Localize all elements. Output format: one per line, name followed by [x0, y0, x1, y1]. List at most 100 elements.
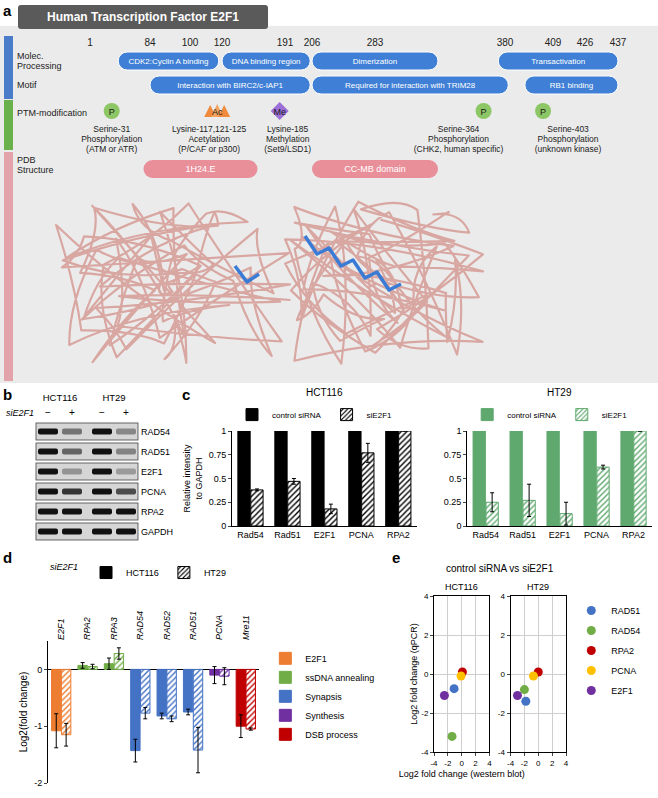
svg-text:426: 426 — [577, 37, 594, 48]
svg-text:0.5: 0.5 — [214, 474, 227, 484]
svg-text:191: 191 — [277, 37, 294, 48]
svg-text:PCNA: PCNA — [584, 530, 609, 540]
svg-text:HCT116: HCT116 — [43, 392, 78, 403]
svg-text:2: 2 — [424, 631, 429, 640]
svg-text:Human Transcription Factor E2F: Human Transcription Factor E2F1 — [47, 10, 239, 24]
svg-text:Mre11: Mre11 — [241, 615, 251, 640]
svg-text:siE2F1: siE2F1 — [367, 411, 392, 420]
svg-text:206: 206 — [304, 37, 321, 48]
svg-text:0.75: 0.75 — [444, 450, 462, 460]
svg-text:-2: -2 — [521, 759, 529, 768]
svg-text:RPA2: RPA2 — [622, 530, 645, 540]
svg-text:siE2F1: siE2F1 — [6, 408, 34, 418]
svg-text:PCNA: PCNA — [214, 615, 224, 640]
svg-text:RAD52: RAD52 — [162, 611, 172, 640]
svg-text:Rad51: Rad51 — [274, 530, 301, 540]
svg-text:RPA2: RPA2 — [387, 530, 410, 540]
svg-text:Rad54: Rad54 — [472, 530, 499, 540]
svg-text:(Set9/LSD1): (Set9/LSD1) — [264, 144, 311, 154]
svg-text:Ac: Ac — [212, 107, 223, 117]
svg-text:(unknown kinase): (unknown kinase) — [535, 144, 602, 154]
svg-text:Rad51: Rad51 — [509, 530, 536, 540]
svg-text:Serine-364: Serine-364 — [438, 124, 480, 134]
svg-text:RPA2: RPA2 — [611, 646, 634, 656]
svg-text:1H24.E: 1H24.E — [185, 164, 215, 174]
svg-text:E2F1: E2F1 — [141, 467, 163, 477]
svg-text:4: 4 — [487, 759, 492, 768]
svg-text:4: 4 — [564, 759, 569, 768]
svg-text:HT29: HT29 — [547, 387, 572, 398]
svg-text:Structure: Structure — [17, 165, 54, 175]
svg-text:CC-MB domain: CC-MB domain — [344, 164, 406, 174]
svg-text:Phosphorylation: Phosphorylation — [538, 134, 599, 144]
svg-text:380: 380 — [497, 37, 514, 48]
svg-text:409: 409 — [545, 37, 562, 48]
svg-text:−: − — [45, 407, 51, 418]
svg-text:Serine-403: Serine-403 — [547, 124, 589, 134]
svg-text:Interaction with BIRC2/c-IAP1: Interaction with BIRC2/c-IAP1 — [177, 81, 283, 90]
svg-text:control siRNA vs siE2F1: control siRNA vs siE2F1 — [446, 563, 554, 574]
svg-text:Phosphorylation: Phosphorylation — [428, 134, 489, 144]
svg-text:437: 437 — [610, 37, 627, 48]
svg-text:(P/CAF or p300): (P/CAF or p300) — [178, 144, 240, 154]
svg-text:Phosphorylation: Phosphorylation — [81, 134, 142, 144]
svg-text:HCT116: HCT116 — [126, 568, 159, 578]
svg-text:100: 100 — [182, 37, 199, 48]
svg-text:1: 1 — [87, 37, 93, 48]
svg-text:RPA2: RPA2 — [82, 617, 92, 640]
svg-text:control siRNA: control siRNA — [272, 411, 322, 420]
svg-text:-2: -2 — [421, 709, 429, 718]
svg-text:0.25: 0.25 — [444, 497, 462, 507]
svg-text:HT29: HT29 — [102, 392, 125, 403]
svg-text:E2F1: E2F1 — [56, 618, 66, 640]
svg-text:1: 1 — [221, 426, 226, 436]
svg-text:PCNA: PCNA — [349, 530, 374, 540]
svg-text:CDK2:Cyclin A binding: CDK2:Cyclin A binding — [128, 57, 208, 66]
svg-text:84: 84 — [144, 37, 156, 48]
svg-text:-4: -4 — [498, 748, 506, 757]
svg-text:Serine-31: Serine-31 — [93, 124, 130, 134]
svg-text:Processing: Processing — [17, 61, 62, 71]
svg-text:+: + — [123, 407, 129, 418]
svg-text:HT29: HT29 — [527, 582, 549, 592]
svg-text:RAD51: RAD51 — [188, 611, 198, 640]
svg-text:Dimerization: Dimerization — [353, 57, 397, 66]
svg-text:0: 0 — [221, 521, 226, 531]
svg-text:Me: Me — [273, 107, 286, 117]
svg-text:HCT116: HCT116 — [306, 387, 343, 398]
svg-text:siE2F1: siE2F1 — [50, 562, 78, 572]
svg-text:+: + — [69, 407, 75, 418]
svg-text:E2F1: E2F1 — [305, 654, 327, 664]
svg-text:RAD51: RAD51 — [141, 447, 170, 457]
svg-text:RAD51: RAD51 — [611, 606, 640, 616]
svg-text:HCT116: HCT116 — [445, 582, 478, 592]
svg-text:E2F1: E2F1 — [611, 686, 633, 696]
svg-text:-2: -2 — [34, 778, 42, 788]
svg-text:Relative intensityto GAPDH: Relative intensityto GAPDH — [182, 444, 204, 513]
svg-text:0: 0 — [459, 759, 464, 768]
svg-text:(ATM or ATR): (ATM or ATR) — [86, 144, 137, 154]
svg-text:GAPDH: GAPDH — [141, 527, 173, 537]
svg-text:0: 0 — [456, 521, 461, 531]
svg-text:-4: -4 — [430, 759, 438, 768]
svg-text:-4: -4 — [507, 759, 515, 768]
svg-text:RAD54: RAD54 — [141, 427, 170, 437]
svg-text:-1: -1 — [34, 721, 42, 731]
svg-text:E2F1: E2F1 — [549, 530, 571, 540]
svg-text:Synthesis: Synthesis — [305, 711, 345, 721]
svg-text:E2F1: E2F1 — [314, 530, 336, 540]
svg-text:P: P — [481, 107, 487, 117]
svg-text:Log2 fold change (western blot: Log2 fold change (western blot) — [399, 769, 525, 779]
svg-text:control siRNA: control siRNA — [507, 411, 557, 420]
svg-text:0: 0 — [37, 665, 42, 675]
svg-text:Log2(fold change): Log2(fold change) — [18, 672, 29, 753]
svg-text:PTM-modification: PTM-modification — [17, 108, 87, 118]
svg-text:RAD54: RAD54 — [611, 626, 640, 636]
svg-text:PDB: PDB — [17, 155, 36, 165]
svg-text:RPA3: RPA3 — [109, 617, 119, 640]
svg-text:4: 4 — [501, 592, 506, 601]
svg-text:(CHK2, human specific): (CHK2, human specific) — [414, 144, 504, 154]
svg-text:-4: -4 — [421, 748, 429, 757]
svg-text:0.25: 0.25 — [209, 497, 227, 507]
svg-text:RAD54: RAD54 — [135, 611, 145, 640]
